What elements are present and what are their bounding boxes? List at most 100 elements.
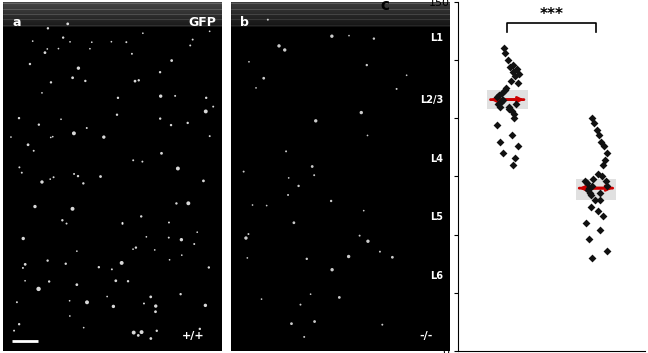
Point <box>72 249 82 254</box>
Point <box>139 301 149 306</box>
Point <box>592 127 602 133</box>
Point <box>42 258 52 263</box>
Point <box>503 57 513 63</box>
Point <box>23 142 33 148</box>
Point <box>495 104 505 109</box>
Point <box>493 101 503 107</box>
Point <box>592 171 603 177</box>
Point <box>327 34 337 39</box>
Point <box>111 278 121 283</box>
Point <box>283 192 294 198</box>
Point <box>200 303 211 308</box>
Point <box>67 75 78 80</box>
Point <box>82 299 92 305</box>
Point <box>128 246 138 252</box>
Text: -/-: -/- <box>419 331 432 341</box>
Point <box>121 39 132 45</box>
Point <box>509 111 520 116</box>
Point <box>47 134 58 139</box>
Point <box>128 157 139 163</box>
Point <box>238 169 249 174</box>
Point <box>507 69 518 74</box>
Point <box>57 217 67 223</box>
Point <box>37 179 47 185</box>
Point <box>497 97 507 102</box>
Point <box>375 249 385 255</box>
Point <box>94 264 104 270</box>
Point <box>585 204 596 210</box>
Text: a: a <box>12 16 21 29</box>
Point <box>301 256 312 262</box>
Point <box>596 139 607 144</box>
Point <box>491 95 502 100</box>
Point <box>141 234 152 240</box>
Point <box>136 329 146 335</box>
Point <box>594 132 604 137</box>
Point <box>294 183 304 189</box>
Point <box>164 220 174 225</box>
Point <box>248 202 258 208</box>
Point <box>155 116 165 121</box>
Point <box>14 164 25 170</box>
Point <box>309 319 319 324</box>
Point <box>127 51 137 56</box>
Point <box>192 229 202 235</box>
Point <box>402 72 412 78</box>
Point <box>165 257 175 263</box>
Text: L1: L1 <box>430 34 443 43</box>
Point <box>44 279 54 284</box>
Text: L6: L6 <box>430 271 443 281</box>
Point <box>189 241 200 247</box>
Point <box>289 220 299 226</box>
Point <box>343 254 354 259</box>
Point <box>128 330 139 335</box>
Point <box>166 122 176 128</box>
Text: L5: L5 <box>430 212 443 222</box>
Point <box>354 233 365 239</box>
Point <box>498 150 508 156</box>
Point <box>377 322 388 328</box>
Point <box>82 125 92 131</box>
Point <box>592 209 603 214</box>
Point <box>163 235 174 240</box>
Point <box>20 262 30 267</box>
Point <box>113 95 123 101</box>
Point <box>507 162 518 168</box>
Point <box>72 282 82 287</box>
Point <box>513 80 523 86</box>
Point <box>500 50 511 56</box>
Point <box>152 328 162 334</box>
Point <box>170 93 180 99</box>
Point <box>511 101 521 107</box>
Point <box>510 155 520 161</box>
Point <box>45 134 56 140</box>
Point <box>601 248 612 254</box>
Point <box>326 198 336 204</box>
Point <box>12 299 22 305</box>
Point <box>334 295 345 300</box>
Point <box>584 237 594 242</box>
Point <box>281 149 291 154</box>
Point <box>43 25 53 31</box>
Text: ***: *** <box>540 7 564 22</box>
Point <box>586 255 597 261</box>
Point <box>244 59 254 65</box>
Point <box>284 175 294 181</box>
Point <box>29 148 39 154</box>
Point <box>369 36 379 41</box>
Point <box>496 99 506 105</box>
Point <box>20 278 30 283</box>
Point <box>177 252 187 258</box>
Point <box>131 245 141 250</box>
Point <box>584 185 594 191</box>
Point <box>78 325 89 330</box>
Point <box>146 336 156 341</box>
Point <box>102 294 112 299</box>
Point <box>106 39 117 44</box>
Point <box>507 108 517 114</box>
Point <box>107 267 117 272</box>
Point <box>251 85 261 91</box>
Point <box>498 46 509 51</box>
Point <box>137 159 148 164</box>
Point <box>495 139 505 144</box>
